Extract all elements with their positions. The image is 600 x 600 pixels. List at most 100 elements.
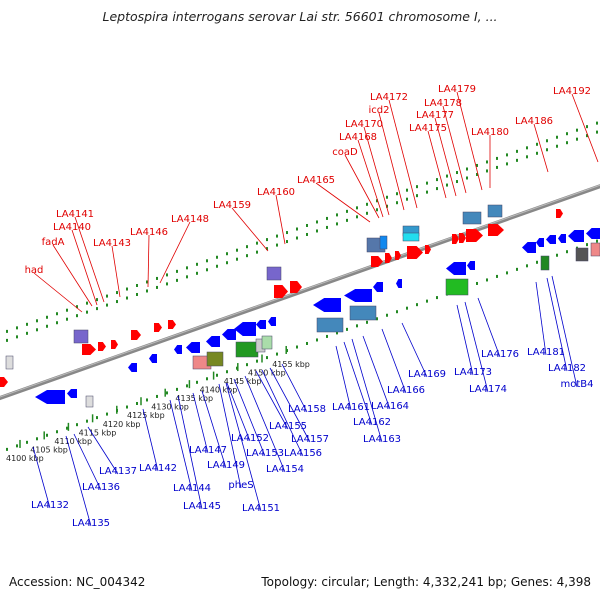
tick-dot — [256, 241, 258, 245]
reverse-gene-label: LA4154 — [266, 464, 304, 475]
forward-gene-arrow — [407, 246, 423, 259]
forward-gene-label-leader — [357, 139, 384, 218]
forward-gene-label-leader — [344, 154, 380, 219]
tick-dot — [596, 130, 598, 134]
tick-dot — [66, 426, 68, 430]
tick-dot — [236, 366, 238, 370]
tick-dot — [36, 328, 38, 332]
tick-dot — [286, 240, 288, 244]
reverse-gene-arrow — [522, 242, 536, 253]
tick-dot — [26, 322, 28, 326]
tick-dot — [306, 341, 308, 345]
forward-gene-label: had — [25, 265, 44, 276]
tick-dot — [86, 301, 88, 305]
tick-dot — [46, 433, 48, 437]
tick-dot — [576, 128, 578, 132]
reverse-gene-arrow — [446, 262, 466, 275]
tick-dot — [296, 345, 298, 349]
tick-dot — [336, 222, 338, 226]
reverse-gene-arrow — [558, 234, 566, 243]
tick-dot — [106, 303, 108, 307]
tick-dot — [316, 229, 318, 233]
reverse-gene-arrow — [35, 390, 65, 404]
reverse-gene-label: LA4137 — [99, 466, 137, 477]
reverse-gene-arrow — [128, 363, 137, 372]
tick-dot — [116, 300, 118, 304]
forward-gene-label: LA4179 — [438, 84, 476, 95]
forward-gene-arrow — [98, 342, 106, 351]
tick-dot — [426, 299, 428, 303]
scale-label: 4110 kbp — [54, 437, 92, 446]
forward-gene-label-leader — [442, 105, 467, 194]
gene-block — [266, 266, 282, 281]
axis-layer — [0, 184, 600, 401]
reverse-gene-label-leader — [381, 328, 407, 394]
tick-dot — [96, 307, 98, 311]
tick-dot — [126, 287, 128, 291]
reverse-gene-label-leader — [401, 322, 428, 378]
tick-dot — [376, 317, 378, 321]
tick-dot — [16, 326, 18, 330]
tick-dot — [476, 163, 478, 167]
forward-gene-arrow — [168, 320, 176, 329]
tick-dot — [56, 321, 58, 325]
reverse-gene-arrow — [222, 329, 236, 340]
gene-block — [5, 355, 14, 370]
forward-gene-label-leader — [315, 182, 371, 223]
forward-gene-label: LA4178 — [424, 98, 462, 109]
forward-gene-arrow — [425, 245, 431, 254]
tick-dot — [416, 185, 418, 189]
reverse-gene-label: LA4163 — [363, 434, 401, 445]
reverse-gene-label: LA4145 — [183, 501, 221, 512]
reverse-gene-label-leader — [362, 335, 391, 410]
reverse-gene-label-leader — [169, 399, 193, 492]
tick-dot — [166, 282, 168, 286]
tick-dot — [186, 384, 188, 388]
reverse-gene-label-leader — [551, 275, 578, 388]
tick-dot — [286, 231, 288, 235]
reverse-gene-label-leader — [255, 370, 289, 430]
tick-dot — [166, 273, 168, 277]
reverse-gene-arrow — [268, 317, 276, 326]
tick-dot — [306, 223, 308, 227]
forward-gene-label: LA4177 — [416, 110, 454, 121]
tick-dot — [56, 430, 58, 434]
tick-dot — [156, 285, 158, 289]
tick-dot — [316, 338, 318, 342]
tick-dot — [126, 405, 128, 409]
genome-axis — [0, 184, 600, 401]
tick-dot — [436, 178, 438, 182]
forward-gene-label-leader — [533, 123, 549, 173]
tick-track-layer — [6, 121, 598, 451]
forward-gene-label-leader — [74, 216, 105, 303]
scale-label: 4105 kbp — [30, 445, 68, 454]
tick-dot — [596, 239, 598, 243]
forward-gene-label-leader — [378, 112, 405, 211]
tick-dot — [326, 225, 328, 229]
reverse-gene-arrow — [206, 336, 220, 347]
tick-dot — [356, 215, 358, 219]
tick-dot — [536, 142, 538, 146]
reverse-gene-label-leader — [87, 426, 119, 475]
scale-label: 4125 kbp — [127, 411, 165, 420]
tick-dot — [356, 324, 358, 328]
tick-dot — [296, 236, 298, 240]
forward-gene-arrow — [385, 253, 392, 263]
forward-gene-label-leader — [456, 91, 483, 191]
tick-dot — [216, 373, 218, 377]
tick-dot — [326, 334, 328, 338]
tick-dot — [486, 278, 488, 282]
reverse-gene-arrow — [373, 282, 383, 292]
reverse-gene-label-leader — [269, 367, 311, 443]
reverse-gene-label: LA4182 — [548, 363, 586, 374]
tick-dot — [346, 327, 348, 331]
reverse-gene-arrow — [568, 230, 584, 242]
forward-gene-label-leader — [434, 117, 457, 197]
reverse-gene-label-leader — [201, 390, 227, 469]
tick-dot — [526, 146, 528, 150]
reverse-gene-label-leader — [343, 341, 373, 426]
tick-dot — [496, 274, 498, 278]
forward-gene-label: LA4186 — [515, 116, 553, 127]
tick-dot — [566, 132, 568, 136]
